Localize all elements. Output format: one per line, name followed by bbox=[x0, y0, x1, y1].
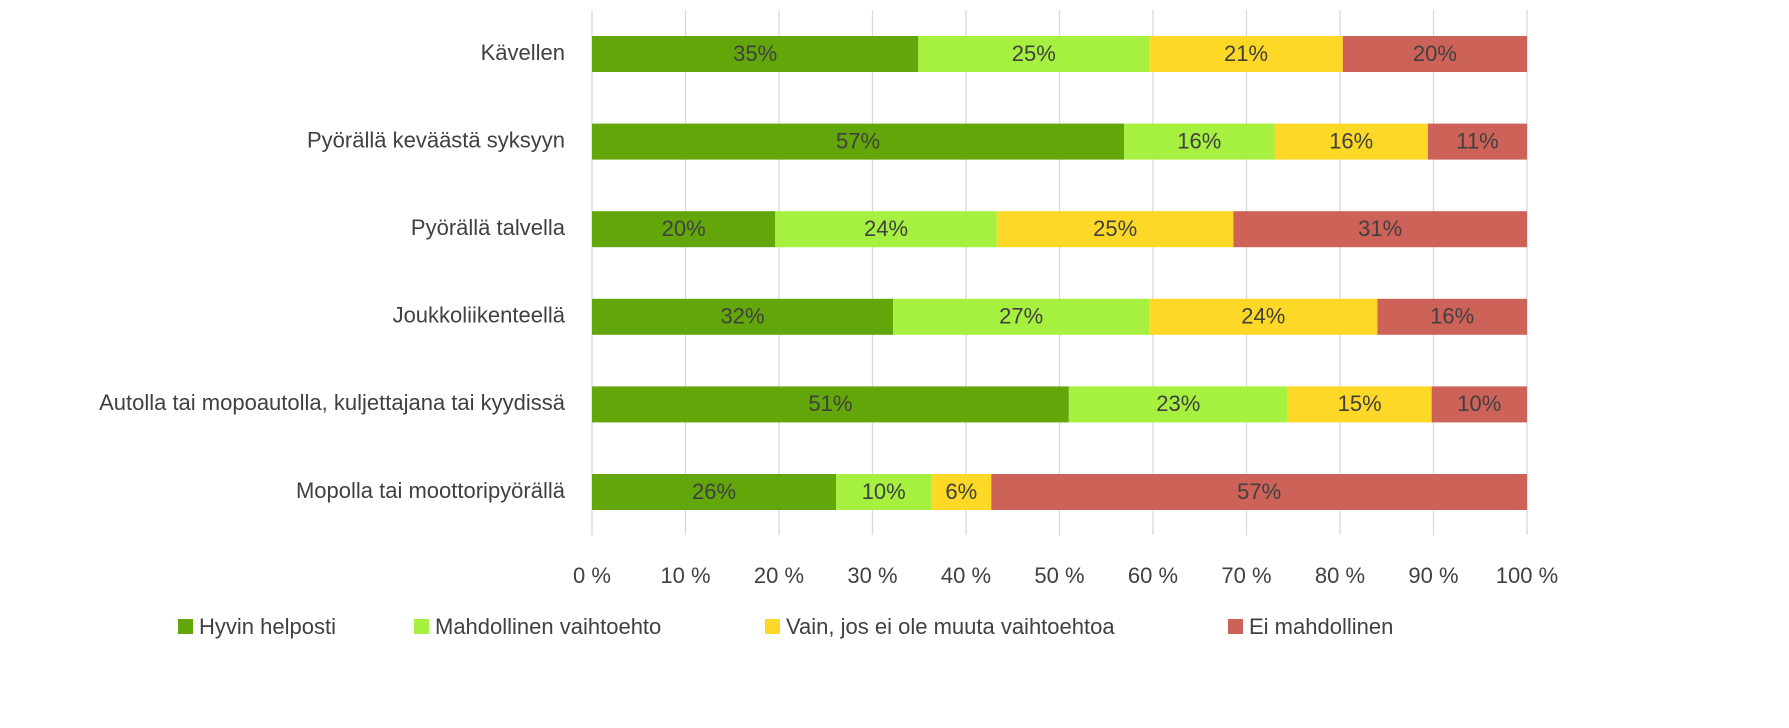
bar-segment bbox=[592, 474, 837, 510]
data-label: 23% bbox=[1156, 391, 1200, 416]
legend-label: Mahdollinen vaihtoehto bbox=[435, 614, 661, 639]
x-tick-label: 100 % bbox=[1496, 563, 1558, 588]
bar-segment bbox=[836, 474, 932, 510]
bar-segment bbox=[991, 474, 1527, 510]
x-tick-label: 50 % bbox=[1034, 563, 1084, 588]
legend-swatch bbox=[765, 619, 780, 634]
data-label: 15% bbox=[1338, 391, 1382, 416]
data-label: 20% bbox=[662, 216, 706, 241]
data-label: 11% bbox=[1456, 128, 1498, 153]
data-label: 10% bbox=[1457, 391, 1501, 416]
legend-swatch bbox=[1228, 619, 1243, 634]
data-label: 51% bbox=[808, 391, 852, 416]
bar-segment bbox=[592, 298, 894, 335]
bar-segment bbox=[1342, 36, 1527, 72]
y-tick-label: Mopolla tai moottoripyörällä bbox=[296, 478, 566, 503]
x-tick-label: 0 % bbox=[573, 563, 611, 588]
bar-segment bbox=[893, 298, 1150, 335]
data-label: 31% bbox=[1358, 216, 1402, 241]
legend-label: Vain, jos ei ole muuta vaihtoehtoa bbox=[786, 614, 1115, 639]
x-tick-label: 80 % bbox=[1315, 563, 1365, 588]
y-tick-label: Kävellen bbox=[481, 40, 565, 65]
y-tick-label: Autolla tai mopoautolla, kuljettajana ta… bbox=[99, 390, 566, 415]
data-label: 20% bbox=[1413, 41, 1457, 66]
bar-segment bbox=[775, 211, 997, 248]
data-label: 24% bbox=[864, 216, 908, 241]
bar-segment bbox=[1149, 36, 1343, 72]
bar-segment bbox=[1287, 386, 1432, 423]
y-tick-label: Joukkoliikenteellä bbox=[393, 303, 566, 328]
data-label: 16% bbox=[1430, 304, 1474, 329]
data-label: 21% bbox=[1224, 41, 1268, 66]
data-label: 24% bbox=[1241, 304, 1285, 329]
bar-segment bbox=[1233, 211, 1527, 248]
legend-swatch bbox=[414, 619, 429, 634]
bar-segment bbox=[996, 211, 1234, 248]
data-label: 25% bbox=[1093, 216, 1137, 241]
x-tick-label: 70 % bbox=[1221, 563, 1271, 588]
bar-segment bbox=[1124, 123, 1275, 160]
data-label: 57% bbox=[1237, 479, 1281, 504]
bar-segment bbox=[592, 36, 919, 72]
bar-segment bbox=[592, 123, 1125, 160]
data-label: 35% bbox=[733, 41, 777, 66]
legend-label: Hyvin helposti bbox=[199, 614, 336, 639]
bar-segment bbox=[1431, 386, 1527, 423]
x-tick-label: 90 % bbox=[1408, 563, 1458, 588]
data-label: 6% bbox=[945, 479, 977, 504]
x-tick-label: 20 % bbox=[754, 563, 804, 588]
legend-label: Ei mahdollinen bbox=[1249, 614, 1393, 639]
y-tick-label: Pyörällä keväästä syksyyn bbox=[307, 127, 565, 152]
bar-segment bbox=[1427, 123, 1527, 160]
data-label: 26% bbox=[692, 479, 736, 504]
data-label: 16% bbox=[1329, 128, 1373, 153]
y-tick-label: Pyörällä talvella bbox=[411, 215, 566, 240]
bar-segment bbox=[592, 211, 776, 248]
bar-segment bbox=[1274, 123, 1428, 160]
bar-segment bbox=[918, 36, 1150, 72]
bar-segment bbox=[1377, 298, 1527, 335]
data-label: 16% bbox=[1177, 128, 1221, 153]
data-label: 10% bbox=[862, 479, 906, 504]
data-label: 57% bbox=[836, 128, 880, 153]
x-tick-label: 60 % bbox=[1128, 563, 1178, 588]
data-label: 25% bbox=[1012, 41, 1056, 66]
bar-segment bbox=[931, 474, 992, 510]
x-tick-label: 30 % bbox=[847, 563, 897, 588]
bar-segment bbox=[1149, 298, 1378, 335]
x-tick-label: 10 % bbox=[660, 563, 710, 588]
legend-swatch bbox=[178, 619, 193, 634]
data-label: 32% bbox=[721, 304, 765, 329]
data-label: 27% bbox=[999, 304, 1043, 329]
bar-segment bbox=[592, 386, 1069, 423]
bar-segment bbox=[1068, 386, 1288, 423]
x-tick-label: 40 % bbox=[941, 563, 991, 588]
